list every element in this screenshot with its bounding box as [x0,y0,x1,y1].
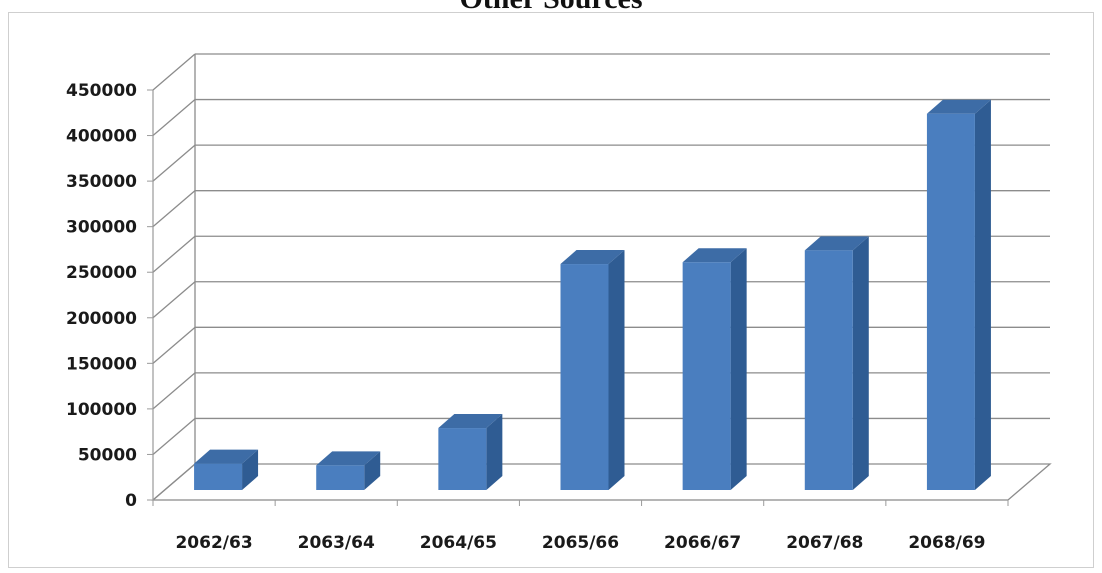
x-axis-ticks: 2062/63 2063/64 2064/65 2065/66 2066/67 2067/… [152,499,1009,553]
bar-side [852,236,869,490]
x-tick-label: 2063/64 [298,533,375,553]
y-axis-ticks: 0 50000 100000 150000 200000 250000 300000 3500… [66,81,153,511]
y-tick-label: 450000 [66,81,137,101]
y-tick-label: 50000 [78,445,137,465]
bar-top [560,250,625,265]
bar-top [438,414,503,429]
y-tick-label: 300000 [66,218,137,238]
bar [804,250,853,490]
bar-top [682,248,747,263]
chart-title: Other Sources [0,0,1102,16]
y-tick-label: 250000 [66,263,137,283]
gridline-side [152,326,196,364]
bar [682,262,731,490]
gridline-side [152,144,196,182]
gridline-side [152,235,196,273]
gridline-side [152,190,196,228]
bar [560,264,609,490]
x-tick-label: 2062/63 [175,533,252,553]
y-tick-label: 150000 [66,354,137,374]
x-tick-label: 2066/67 [664,533,741,553]
bar-top [194,449,259,464]
x-tick-label: 2067/68 [786,533,863,553]
bar-side [974,99,991,490]
bar-top [316,451,381,466]
bar-side [730,248,747,490]
bar-side [486,414,503,490]
gridline-side [152,417,196,455]
bar-top [804,236,869,251]
x-tick-label: 2068/69 [908,533,985,553]
chart-frame [8,12,1094,568]
bar [316,465,365,490]
x-tick-label: 2065/66 [542,533,619,553]
y-tick-label: 100000 [66,400,137,420]
y-tick-label: 200000 [66,309,137,329]
bar [438,428,487,490]
y-tick-label: 0 [125,491,137,511]
gridline-side [152,53,196,91]
y-tick-label: 350000 [66,172,137,192]
bar-top [926,99,991,114]
bars-group [194,99,991,490]
gridline-side [152,372,196,410]
bar-side [242,449,259,490]
bar-side [364,451,381,490]
x-tick-label: 2064/65 [420,533,497,553]
y-tick-label: 400000 [66,127,137,147]
bar [926,113,975,490]
bar [194,463,243,490]
gridline-side [152,281,196,319]
bar-side [608,250,625,490]
gridline-side [152,99,196,137]
